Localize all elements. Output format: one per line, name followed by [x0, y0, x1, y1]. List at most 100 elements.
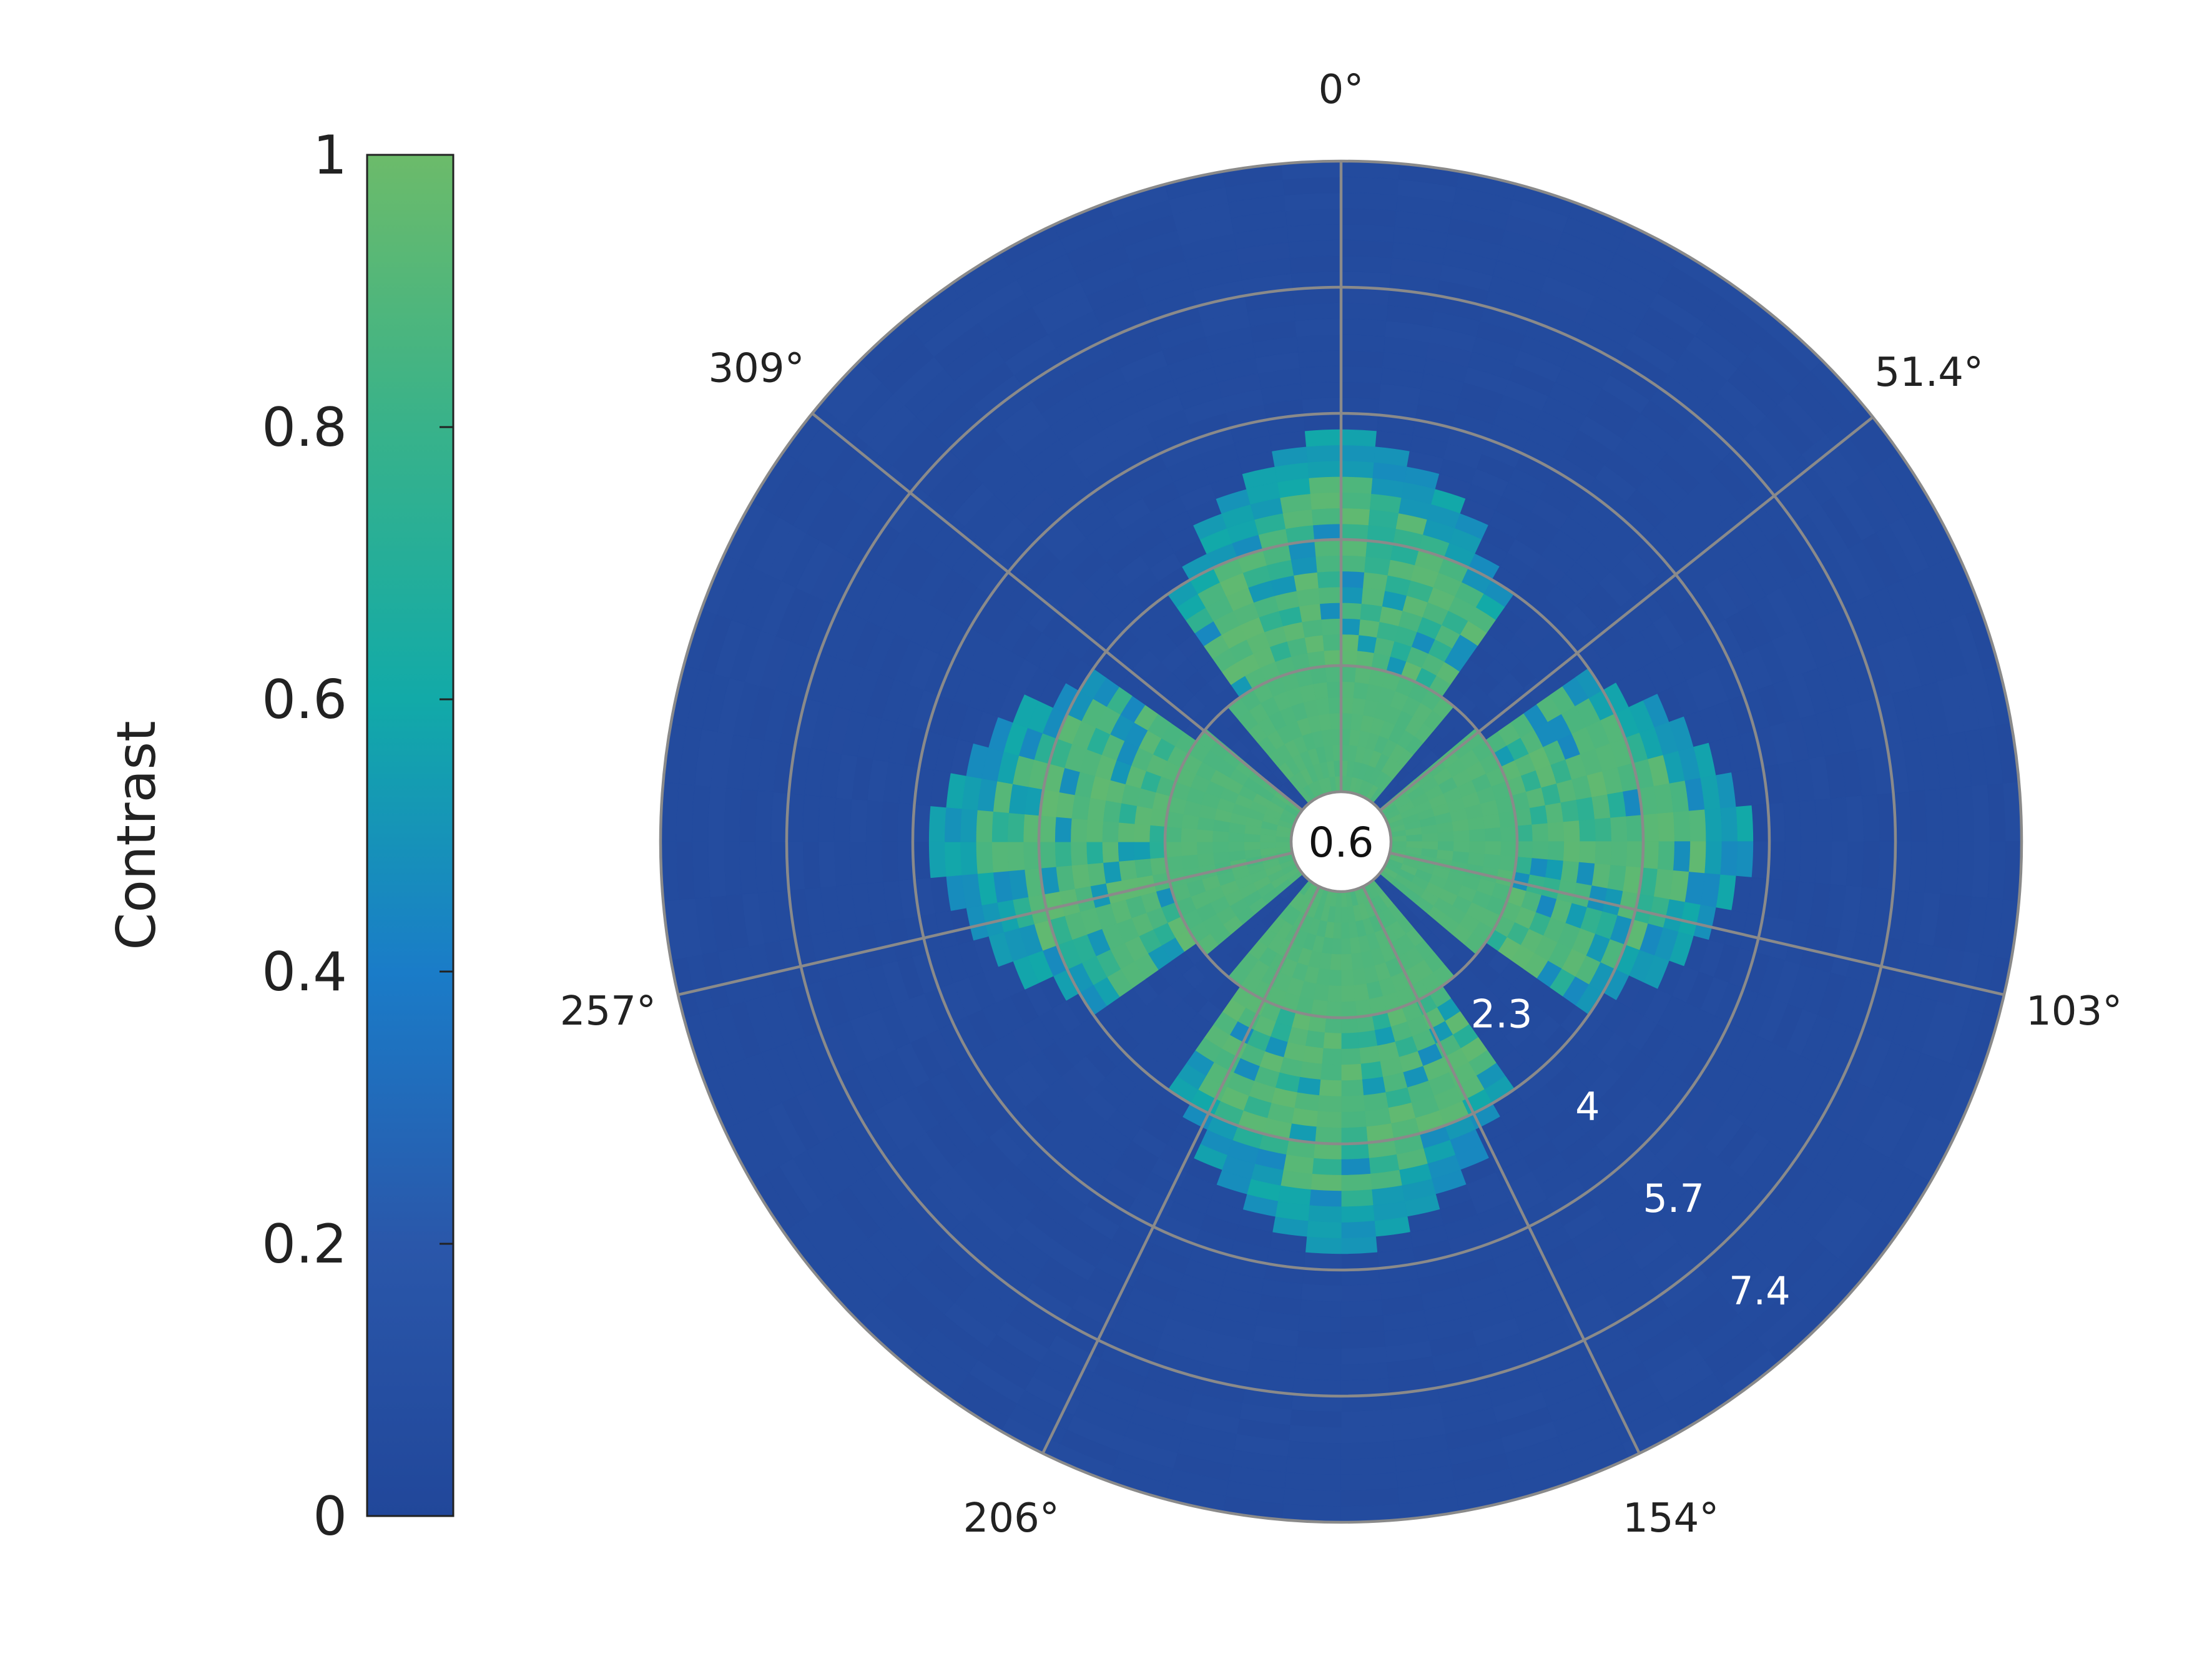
heatmap-cell: [1576, 797, 1596, 822]
heatmap-cell: [1117, 841, 1135, 862]
angular-tick-label: 0°: [1319, 67, 1364, 113]
heatmap-cell: [1340, 1299, 1384, 1318]
colorbar-title: Contrast: [106, 721, 168, 950]
heatmap-cell: [1319, 602, 1342, 620]
heatmap-cell: [1321, 618, 1342, 636]
angular-tick-label: 51.4°: [1874, 350, 1983, 396]
heatmap-cell: [1300, 381, 1342, 400]
heatmap-cell: [1289, 255, 1342, 274]
heatmap-cell: [1595, 817, 1613, 842]
heatmap-cell: [1340, 460, 1375, 478]
heatmap-cell: [1086, 841, 1104, 865]
heatmap-cell: [1300, 1283, 1342, 1302]
heatmap-cell: [1688, 841, 1707, 874]
heatmap-cell: [1329, 712, 1342, 730]
heatmap-cell: [1610, 841, 1628, 867]
heatmap-cell: [1390, 835, 1407, 842]
heatmap-cell: [1304, 428, 1342, 447]
angular-tick-label: 257°: [560, 988, 656, 1035]
heatmap-cell: [1069, 841, 1088, 866]
heatmap-cell: [1529, 858, 1548, 879]
heatmap-cell: [1846, 841, 1865, 888]
heatmap-cell: [1529, 805, 1548, 825]
heatmap-cell: [1196, 829, 1214, 842]
heatmap-cell: [1352, 968, 1367, 987]
radial-tick-label: 7.4: [1729, 1268, 1791, 1314]
heatmap-cell: [1288, 1425, 1342, 1444]
heatmap-cell: [1453, 841, 1470, 854]
heatmap-cell: [1814, 841, 1833, 885]
heatmap-cell: [1340, 985, 1356, 1003]
heatmap-cell: [1340, 208, 1397, 227]
heatmap-cell: [1736, 841, 1754, 879]
colorbar-tick-label: 0.4: [262, 941, 347, 1003]
heatmap-cell: [1340, 907, 1349, 924]
heatmap-cell: [1054, 841, 1072, 867]
heatmap-cell: [1340, 618, 1361, 636]
heatmap-cell: [1340, 539, 1368, 557]
heatmap-cell: [1547, 822, 1565, 842]
heatmap-cell: [1657, 841, 1676, 872]
heatmap-cell: [1307, 1205, 1342, 1223]
heatmap-cell: [817, 795, 837, 842]
heatmap-cell: [1547, 841, 1565, 862]
heatmap-cell: [1118, 859, 1138, 881]
heatmap-cell: [1294, 302, 1342, 322]
heatmap-cell: [1322, 633, 1342, 651]
heatmap-cell: [1610, 816, 1628, 842]
heatmap-cell: [865, 841, 883, 884]
heatmap-cell: [1340, 444, 1377, 463]
heatmap-cell: [1285, 1456, 1342, 1475]
heatmap-cell: [1924, 841, 1944, 895]
heatmap-cell: [1340, 428, 1378, 447]
heatmap-cell: [1340, 491, 1372, 510]
heatmap-cell: [960, 808, 978, 842]
heatmap-cell: [1299, 1061, 1322, 1081]
heatmap-cell: [1324, 1017, 1342, 1034]
heatmap-cell: [1340, 665, 1357, 682]
heatmap-cell: [1340, 1173, 1372, 1192]
heatmap-cell: [1340, 1095, 1365, 1113]
heatmap-cell: [1134, 858, 1153, 879]
heatmap-cell: [1180, 827, 1198, 842]
heatmap-cell: [1830, 797, 1849, 842]
heatmap-cell: [1340, 1063, 1363, 1081]
heatmap-cell: [1296, 587, 1321, 607]
polar-grid-spoke: [1379, 416, 1874, 812]
heatmap-cell: [739, 841, 758, 895]
heatmap-cell: [1288, 239, 1342, 258]
heatmap-cell: [1484, 841, 1502, 857]
heatmap-cell: [1181, 854, 1199, 870]
heatmap-cell: [1641, 841, 1659, 870]
heatmap-cell: [1340, 953, 1353, 971]
heatmap-cell: [1302, 1045, 1324, 1065]
heatmap-cell: [1180, 841, 1198, 857]
heatmap-cell: [1282, 176, 1342, 196]
heatmap-cell: [1360, 603, 1384, 623]
heatmap-cell: [1287, 1440, 1342, 1460]
heatmap-cell: [1340, 1205, 1375, 1223]
heatmap-cell: [991, 841, 1010, 873]
heatmap-cell: [1326, 985, 1342, 1003]
polar-grid-spoke: [677, 851, 1293, 997]
heatmap-cell: [754, 841, 774, 893]
heatmap-cell: [1164, 841, 1182, 858]
heatmap-cell: [1243, 841, 1261, 851]
heatmap-cell: [1340, 1017, 1359, 1034]
heatmap-cell: [1006, 841, 1025, 872]
heatmap-cell: [1751, 841, 1770, 880]
heatmap-cell: [691, 841, 711, 899]
heatmap-cell: [865, 799, 883, 842]
heatmap-cell: [1340, 1346, 1387, 1366]
heatmap-cell: [1340, 507, 1371, 526]
heatmap-cell: [1023, 813, 1041, 842]
heatmap-cell: [1305, 1221, 1342, 1239]
heatmap-cell: [1259, 841, 1276, 850]
heatmap-cell: [1340, 176, 1400, 196]
heatmap-cell: [912, 804, 931, 842]
heatmap-cell: [817, 841, 837, 888]
heatmap-cell: [1314, 1126, 1342, 1145]
heatmap-cell: [723, 787, 742, 842]
heatmap-cell: [1340, 938, 1352, 955]
heatmap-cell: [1326, 681, 1342, 699]
